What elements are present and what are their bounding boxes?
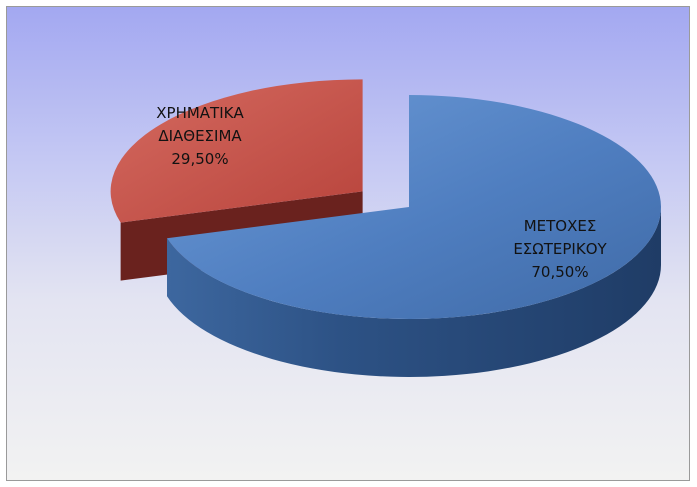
pie-slice-1-top — [167, 95, 662, 319]
slice-category-label: ΕΣΩΤΕΡΙΚΟΥ — [513, 240, 607, 258]
pie-chart: ΜΕΤΟΧΕΣ ΕΣΩΤΕΡΙΚΟΥ 70,50% ΧΡΗΜΑΤΙΚΑ ΔΙΑΘΕΣΙΜ… — [110, 79, 662, 378]
pie-slice-2-top — [110, 79, 363, 223]
chart-area: ΜΕΤΟΧΕΣ ΕΣΩΤΕΡΙΚΟΥ 70,50% ΧΡΗΜΑΤΙΚΑ ΔΙΑΘΕΣΙΜ… — [6, 6, 690, 481]
slice-value-label: 29,50% — [171, 150, 228, 168]
slice-category-label: ΧΡΗΜΑΤΙΚΑ — [156, 104, 244, 122]
slice-category-label: ΔΙΑΘΕΣΙΜΑ — [158, 127, 242, 145]
slice-value-label: 70,50% — [531, 263, 588, 281]
pie-slice-1-rim — [167, 207, 662, 378]
slice-label-2: ΧΡΗΜΑΤΙΚΑ ΔΙΑΘΕΣΙΜΑ 29,50% — [156, 104, 244, 168]
slice-label-1: ΜΕΤΟΧΕΣ ΕΣΩΤΕΡΙΚΟΥ 70,50% — [513, 217, 607, 281]
slice-category-label: ΜΕΤΟΧΕΣ — [524, 217, 597, 235]
pie-slice-1 — [167, 95, 662, 378]
